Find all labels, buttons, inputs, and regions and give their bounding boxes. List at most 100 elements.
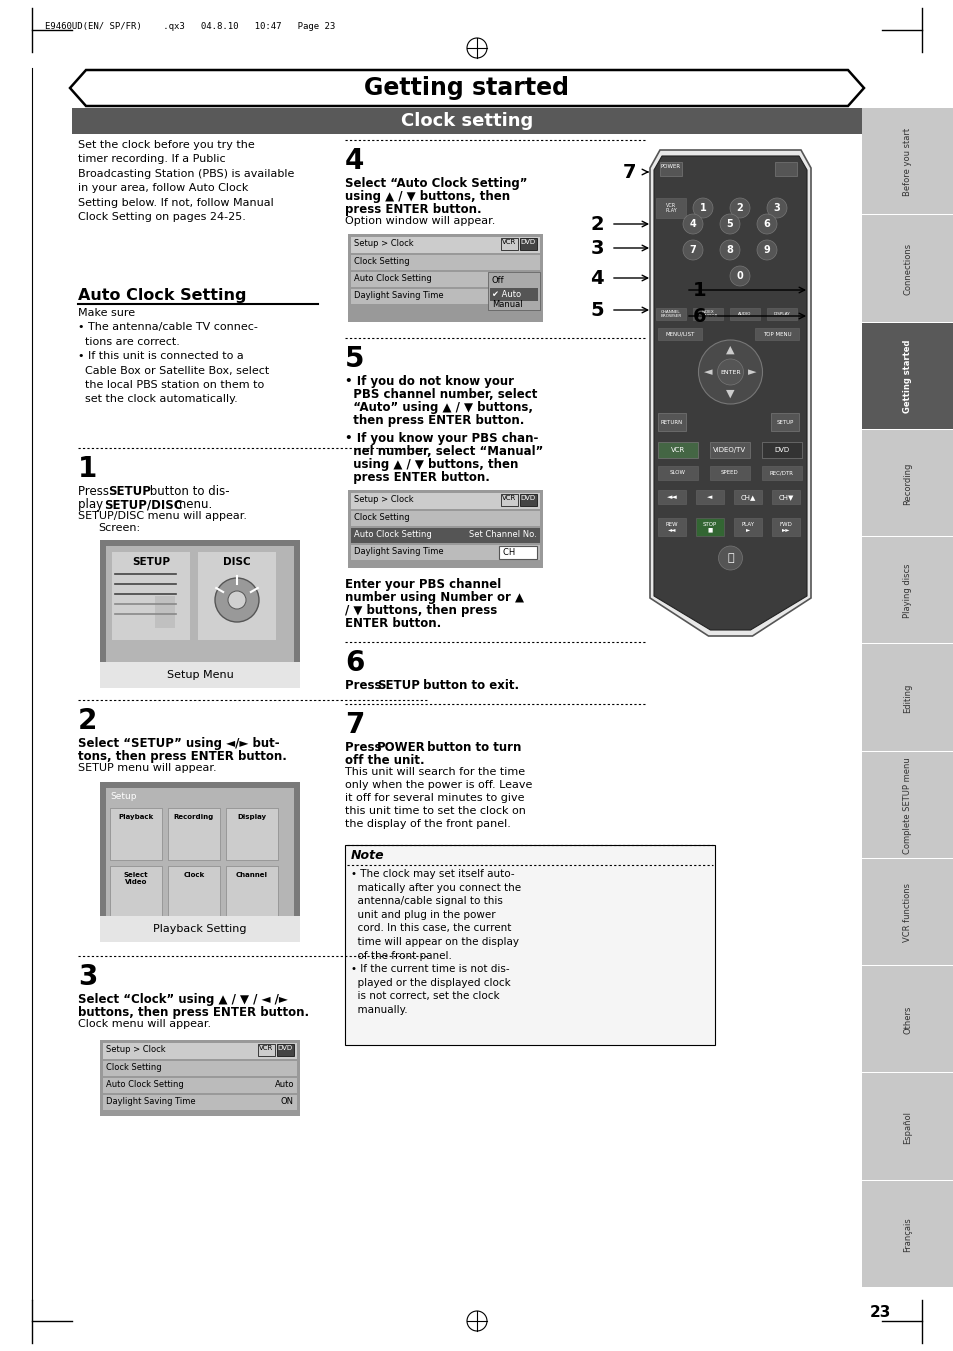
- Text: Daylight Saving Time: Daylight Saving Time: [354, 290, 443, 300]
- Bar: [103, 1096, 296, 1111]
- Text: 4: 4: [689, 219, 696, 230]
- Bar: [106, 546, 294, 662]
- Text: 7: 7: [689, 245, 696, 255]
- Text: Press: Press: [345, 680, 385, 692]
- Text: VCR: VCR: [670, 447, 684, 453]
- Text: Clock Setting: Clock Setting: [354, 513, 409, 521]
- Bar: [110, 866, 162, 917]
- Bar: [112, 553, 190, 640]
- Text: SETUP: SETUP: [132, 557, 170, 567]
- Text: RETURN: RETURN: [660, 420, 682, 424]
- Bar: [100, 1040, 299, 1116]
- Bar: [729, 308, 760, 320]
- Bar: [658, 517, 685, 536]
- Text: ◄: ◄: [706, 494, 712, 500]
- Text: Français: Français: [902, 1217, 911, 1252]
- Bar: [862, 108, 953, 215]
- Text: VCR functions: VCR functions: [902, 884, 911, 942]
- Text: Clock setting: Clock setting: [400, 112, 533, 130]
- Text: Select “SETUP” using ◄/► but-: Select “SETUP” using ◄/► but-: [78, 738, 279, 750]
- Text: using ▲ / ▼ buttons, then: using ▲ / ▼ buttons, then: [345, 458, 517, 471]
- Text: • If you do not know your: • If you do not know your: [345, 376, 514, 388]
- Text: SETUP/DISC: SETUP/DISC: [104, 499, 182, 511]
- Text: Setup Menu: Setup Menu: [167, 670, 233, 680]
- Text: PBS channel number, select: PBS channel number, select: [345, 388, 537, 401]
- Text: Connections: Connections: [902, 243, 911, 295]
- Text: Option window will appear.: Option window will appear.: [345, 216, 495, 226]
- Text: SETUP: SETUP: [376, 680, 419, 692]
- Bar: [490, 288, 537, 301]
- Bar: [71, 108, 862, 134]
- Text: ►: ►: [747, 367, 756, 377]
- Bar: [100, 662, 299, 688]
- Text: SETUP: SETUP: [776, 420, 793, 424]
- Bar: [658, 466, 698, 480]
- Bar: [774, 162, 796, 176]
- Text: Auto: Auto: [274, 1079, 294, 1089]
- Text: / ▼ buttons, then press: / ▼ buttons, then press: [345, 604, 497, 617]
- Bar: [733, 490, 761, 504]
- Polygon shape: [70, 70, 863, 105]
- Bar: [658, 413, 685, 431]
- Text: 7: 7: [622, 162, 636, 181]
- Text: E9460UD(EN/ SP/FR)    .qx3   04.8.10   10:47   Page 23: E9460UD(EN/ SP/FR) .qx3 04.8.10 10:47 Pa…: [45, 22, 335, 31]
- Text: Press: Press: [345, 740, 385, 754]
- Text: MENU/LIST: MENU/LIST: [664, 331, 694, 336]
- Text: 0: 0: [736, 272, 742, 281]
- Text: PLAY
►: PLAY ►: [740, 521, 754, 532]
- Text: press ENTER button.: press ENTER button.: [345, 203, 481, 216]
- Text: ▼: ▼: [725, 389, 734, 399]
- Bar: [761, 466, 801, 480]
- Circle shape: [757, 213, 776, 234]
- Text: ENTER button.: ENTER button.: [345, 617, 441, 630]
- Text: Getting started: Getting started: [364, 76, 569, 100]
- Text: TOP MENU: TOP MENU: [761, 331, 790, 336]
- Circle shape: [698, 340, 761, 404]
- Bar: [519, 238, 537, 250]
- Bar: [110, 808, 162, 861]
- Text: • If you know your PBS chan-: • If you know your PBS chan-: [345, 432, 537, 444]
- Text: SPEED: SPEED: [720, 470, 739, 476]
- Text: Auto Clock Setting: Auto Clock Setting: [106, 1079, 184, 1089]
- Text: play: play: [78, 499, 107, 511]
- Text: DVD: DVD: [774, 447, 789, 453]
- Text: 5: 5: [726, 219, 733, 230]
- Circle shape: [682, 213, 702, 234]
- Circle shape: [717, 359, 742, 385]
- Bar: [100, 782, 299, 942]
- Text: 1: 1: [78, 455, 97, 484]
- Text: Recording: Recording: [173, 815, 213, 820]
- Bar: [766, 308, 796, 320]
- Text: menu.: menu.: [171, 499, 212, 511]
- Text: SLOW: SLOW: [669, 470, 685, 476]
- Bar: [351, 544, 539, 561]
- Text: ◄◄: ◄◄: [666, 494, 677, 500]
- Bar: [862, 430, 953, 536]
- Text: only when the power is off. Leave: only when the power is off. Leave: [345, 780, 532, 790]
- Bar: [658, 328, 701, 340]
- Text: Daylight Saving Time: Daylight Saving Time: [354, 547, 443, 557]
- Text: Getting started: Getting started: [902, 339, 911, 413]
- Text: REW
◄◄: REW ◄◄: [665, 521, 678, 532]
- Text: 2: 2: [736, 203, 742, 213]
- Text: Off: Off: [492, 276, 504, 285]
- Text: Editing: Editing: [902, 684, 911, 713]
- Text: CHANNEL
BROWSER: CHANNEL BROWSER: [659, 309, 680, 319]
- Bar: [500, 494, 517, 507]
- Bar: [658, 490, 685, 504]
- Text: Press: Press: [78, 485, 112, 499]
- Text: DISPLAY: DISPLAY: [773, 312, 789, 316]
- Text: 1: 1: [699, 203, 705, 213]
- Text: 6: 6: [345, 648, 364, 677]
- Text: Auto Clock Setting: Auto Clock Setting: [354, 530, 432, 539]
- Text: 2: 2: [78, 707, 97, 735]
- Bar: [862, 644, 953, 751]
- Bar: [168, 866, 220, 917]
- Text: Channel: Channel: [235, 871, 268, 878]
- Text: “Auto” using ▲ / ▼ buttons,: “Auto” using ▲ / ▼ buttons,: [345, 401, 533, 413]
- Bar: [488, 272, 539, 309]
- Text: Playback Setting: Playback Setting: [153, 924, 247, 934]
- Circle shape: [757, 240, 776, 259]
- Text: Auto Clock Setting: Auto Clock Setting: [354, 274, 432, 282]
- Circle shape: [766, 199, 786, 218]
